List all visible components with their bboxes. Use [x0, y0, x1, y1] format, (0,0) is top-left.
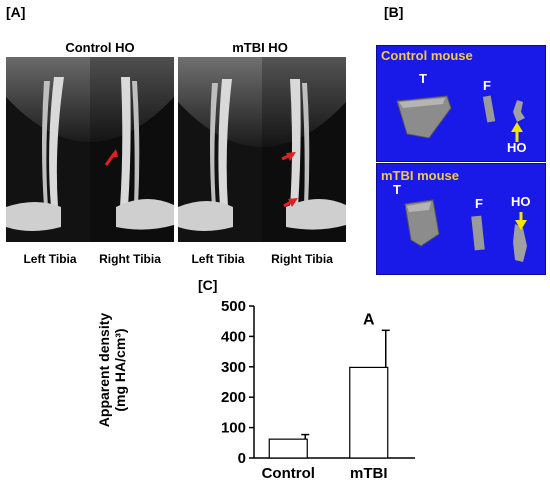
control-ho-header: Control HO: [65, 40, 135, 55]
ho-label-mtbi: HO: [511, 194, 531, 209]
mtbi-xray-image: [178, 57, 346, 242]
apparent-density-bar-chart: 0 100 200 300 400 500 Control mTBI A: [221, 298, 415, 482]
y-axis-label-line2: (mg HA/cm³): [112, 328, 128, 412]
control-ct-render: [396, 95, 525, 142]
panel-a-label: [A]: [6, 4, 26, 20]
mtbi-mouse-title: mTBI mouse: [381, 168, 460, 183]
bar-mtbi: [349, 366, 389, 459]
mtbi-ho-header: mTBI HO: [232, 40, 288, 55]
control-right-tibia-label: Right Tibia: [99, 252, 161, 266]
panel-b-label: [B]: [384, 4, 404, 20]
y-tick-label: 200: [221, 389, 246, 406]
mtbi-mouse-ct-panel: mTBI mouse T F HO: [376, 163, 546, 275]
control-left-tibia-label: Left Tibia: [23, 252, 77, 266]
control-mouse-title: Control mouse: [381, 48, 473, 63]
tibia-label-control: T: [419, 71, 427, 86]
tibia-label-mtbi: T: [393, 182, 401, 197]
y-tick-label: 100: [221, 420, 246, 437]
x-tick-label-mtbi: mTBI: [350, 465, 388, 482]
x-tick-label-control: Control: [262, 465, 315, 482]
significance-label: A: [363, 311, 375, 328]
control-xray-image: [6, 57, 174, 242]
bar-control: [268, 438, 308, 459]
panel-c-label: [C]: [198, 277, 218, 293]
ho-label-control: HO: [507, 140, 527, 155]
chart-y-axis-label: Apparent density (mg HA/cm³): [96, 260, 128, 480]
y-tick-label: 300: [221, 359, 246, 376]
control-mouse-ct-panel: Control mouse T F HO: [376, 45, 546, 162]
y-tick-label: 400: [221, 328, 246, 345]
mtbi-ct-render: [404, 199, 527, 262]
mtbi-left-tibia-label: Left Tibia: [191, 252, 245, 266]
femur-label-mtbi: F: [475, 196, 483, 211]
femur-label-control: F: [483, 78, 491, 93]
y-axis-label-line1: Apparent density: [96, 312, 112, 428]
y-tick-label: 0: [238, 450, 246, 467]
y-tick-label: 500: [221, 298, 246, 315]
mtbi-right-tibia-label: Right Tibia: [271, 252, 333, 266]
